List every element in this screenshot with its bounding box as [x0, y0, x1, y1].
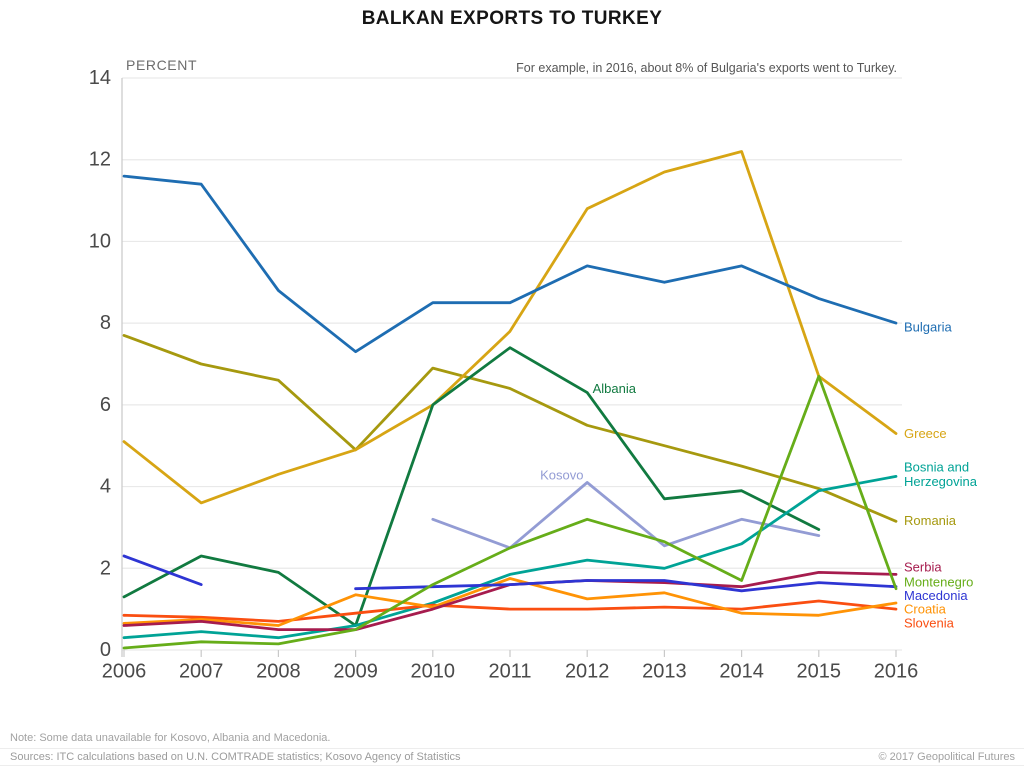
x-axis-tick-label: 2015 — [797, 661, 842, 683]
series-label-macedonia: Macedonia — [904, 588, 968, 603]
x-axis-tick-label: 2013 — [642, 661, 687, 683]
series-label-kosovo: Kosovo — [540, 468, 583, 483]
series-line-romania — [122, 334, 898, 523]
x-axis-tick-label: 2007 — [179, 661, 224, 683]
y-axis-tick-label: 0 — [100, 639, 111, 661]
y-axis-tick-label: 6 — [100, 394, 111, 416]
y-axis-tick-label: 8 — [100, 312, 111, 334]
series-label-slovenia: Slovenia — [904, 616, 955, 631]
series-line-bosnia-and-herzegovina — [122, 475, 898, 640]
footer-divider — [0, 748, 1024, 749]
series-label-bosnia-and-herzegovina: Bosnia and — [904, 460, 969, 475]
footer-note: Note: Some data unavailable for Kosovo, … — [10, 732, 331, 744]
series-label-serbia: Serbia — [904, 560, 942, 575]
x-axis-tick-label: 2016 — [874, 661, 919, 683]
y-axis-tick-label: 4 — [100, 476, 111, 498]
series-line-macedonia — [122, 554, 898, 593]
series-label-bulgaria: Bulgaria — [904, 320, 952, 335]
series-label-greece: Greece — [904, 426, 947, 441]
series-label-croatia: Croatia — [904, 602, 947, 617]
x-axis-tick-label: 2010 — [411, 661, 456, 683]
x-axis-tick-label: 2012 — [565, 661, 610, 683]
series-line-bulgaria — [122, 174, 898, 354]
y-axis-tick-label: 10 — [89, 230, 111, 252]
series-label-albania: Albania — [593, 381, 637, 396]
series-line-slovenia — [122, 599, 898, 623]
x-axis-tick-label: 2011 — [488, 661, 531, 683]
footer-sources: Sources: ITC calculations based on U.N. … — [10, 751, 461, 763]
series-line-kosovo — [431, 481, 821, 550]
y-axis-tick-label: 14 — [89, 67, 111, 89]
series-line-serbia — [122, 571, 898, 631]
x-axis-tick-label: 2008 — [256, 661, 301, 683]
x-axis-tick-label: 2006 — [102, 661, 147, 683]
footer-copyright: © 2017 Geopolitical Futures — [878, 751, 1015, 763]
footer-divider — [0, 765, 1024, 766]
y-axis-tick-label: 12 — [89, 149, 111, 171]
x-axis-tick-label: 2014 — [719, 661, 764, 683]
series-line-greece — [122, 150, 898, 505]
series-line-montenegro — [122, 374, 898, 650]
y-axis-unit-label: PERCENT — [126, 57, 198, 73]
y-axis-tick-label: 2 — [100, 557, 111, 579]
x-axis-tick-label: 2009 — [333, 661, 378, 683]
series-label-romania: Romania — [904, 513, 957, 528]
series-line-albania — [122, 346, 821, 627]
series-line-croatia — [122, 577, 898, 627]
page-title: BALKAN EXPORTS TO TURKEY — [361, 8, 663, 29]
series-label-bosnia-and-herzegovina: Herzegovina — [904, 474, 978, 489]
series-label-montenegro: Montenegro — [904, 574, 973, 589]
chart-annotation: For example, in 2016, about 8% of Bulgar… — [516, 61, 897, 75]
